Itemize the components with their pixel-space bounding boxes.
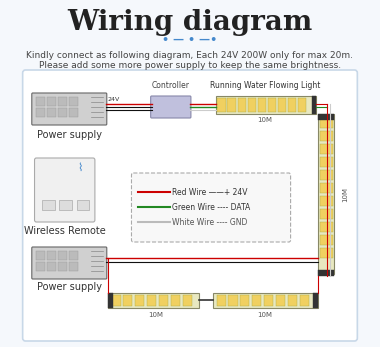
Bar [48, 262, 55, 271]
Bar [228, 98, 236, 112]
Text: ⌇: ⌇ [78, 163, 83, 173]
Bar [320, 222, 332, 232]
Bar [320, 209, 332, 219]
Bar [123, 295, 132, 306]
Bar [48, 251, 55, 260]
Text: White Wire ---- GND: White Wire ---- GND [172, 218, 247, 227]
Bar [278, 98, 286, 112]
Bar [217, 98, 226, 112]
Bar [108, 293, 199, 308]
Bar [108, 293, 113, 308]
Bar [77, 200, 89, 210]
Bar [238, 98, 246, 112]
Bar [318, 270, 334, 276]
Bar [36, 262, 44, 271]
Bar [258, 98, 266, 112]
FancyBboxPatch shape [35, 158, 95, 222]
Bar [288, 98, 296, 112]
Bar [217, 295, 226, 306]
Bar [320, 157, 332, 167]
Text: Wireless Remote: Wireless Remote [24, 226, 106, 236]
Bar [48, 108, 55, 117]
Bar [58, 251, 66, 260]
Bar [171, 295, 180, 306]
Text: 10M: 10M [258, 312, 272, 318]
Text: Red Wire ——+ 24V: Red Wire ——+ 24V [172, 187, 247, 196]
Bar [320, 196, 332, 206]
FancyBboxPatch shape [32, 247, 107, 279]
Text: Controller: Controller [152, 81, 190, 90]
Bar [215, 96, 316, 114]
FancyBboxPatch shape [32, 93, 107, 125]
Text: Power supply: Power supply [37, 130, 102, 140]
Bar [288, 295, 297, 306]
Bar [147, 295, 156, 306]
Bar [213, 293, 318, 308]
Bar [159, 295, 168, 306]
Bar [240, 295, 249, 306]
Bar [320, 235, 332, 245]
Bar [228, 295, 238, 306]
Bar [268, 98, 276, 112]
Bar [320, 170, 332, 180]
Bar [183, 295, 192, 306]
Bar [69, 251, 78, 260]
Bar [58, 97, 66, 106]
Bar [312, 96, 316, 114]
Bar [69, 108, 78, 117]
Bar [58, 108, 66, 117]
FancyBboxPatch shape [131, 173, 291, 242]
Bar [312, 293, 318, 308]
Text: 10M: 10M [148, 312, 163, 318]
Bar [36, 97, 44, 106]
Bar [69, 97, 78, 106]
Bar [42, 200, 55, 210]
Bar [135, 295, 144, 306]
Bar [48, 97, 55, 106]
Bar [276, 295, 285, 306]
Bar [318, 114, 334, 274]
Text: Wiring diagram: Wiring diagram [67, 8, 313, 35]
Bar [36, 251, 44, 260]
Text: Running Water Flowing Light: Running Water Flowing Light [210, 81, 320, 90]
Bar [248, 98, 256, 112]
Text: • — • —•: • — • —• [162, 35, 218, 45]
Bar [69, 262, 78, 271]
Text: Green Wire ---- DATA: Green Wire ---- DATA [172, 203, 250, 212]
Text: 24V: 24V [108, 97, 120, 102]
Text: Power supply: Power supply [37, 282, 102, 292]
Bar [59, 200, 72, 210]
Text: 10M: 10M [258, 117, 272, 123]
Bar [252, 295, 261, 306]
Bar [318, 114, 334, 120]
Bar [36, 108, 44, 117]
Bar [320, 118, 332, 128]
FancyBboxPatch shape [151, 96, 191, 118]
Text: 10M: 10M [342, 186, 348, 202]
Bar [320, 248, 332, 258]
Bar [300, 295, 309, 306]
Bar [111, 295, 120, 306]
Text: Kindly connect as following diagram, Each 24V 200W only for max 20m.: Kindly connect as following diagram, Eac… [27, 51, 353, 59]
Bar [320, 183, 332, 193]
FancyBboxPatch shape [23, 70, 357, 341]
Bar [298, 98, 306, 112]
Bar [320, 144, 332, 154]
Text: Please add some more power supply to keep the same brightness.: Please add some more power supply to kee… [39, 60, 341, 69]
Bar [320, 131, 332, 141]
Bar [58, 262, 66, 271]
Bar [264, 295, 273, 306]
